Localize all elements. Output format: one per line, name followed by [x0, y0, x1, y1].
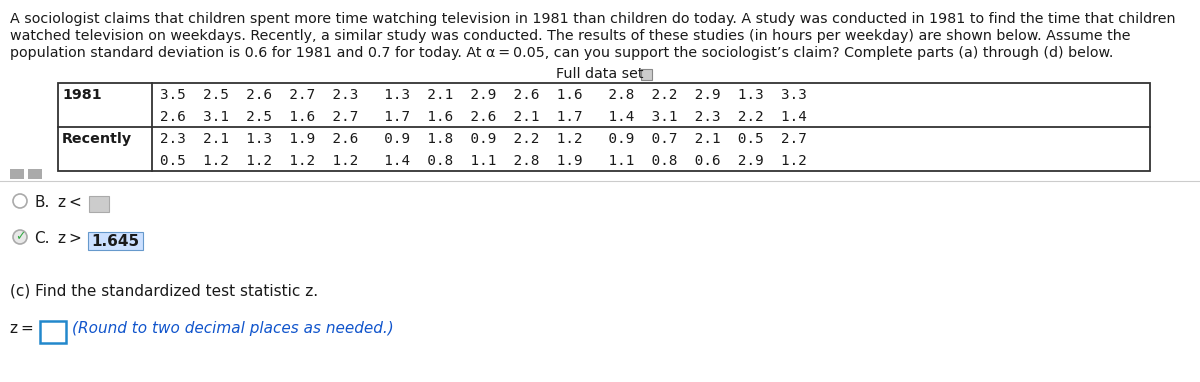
Text: Recently: Recently: [62, 132, 132, 146]
Bar: [89, 196, 109, 212]
Text: 3.5  2.5  2.6  2.7  2.3   1.3  2.1  2.9  2.6  1.6   2.8  2.2  2.9  1.3  3.3: 3.5 2.5 2.6 2.7 2.3 1.3 2.1 2.9 2.6 1.6 …: [160, 88, 806, 102]
Text: 0.5  1.2  1.2  1.2  1.2   1.4  0.8  1.1  2.8  1.9   1.1  0.8  0.6  2.9  1.2: 0.5 1.2 1.2 1.2 1.2 1.4 0.8 1.1 2.8 1.9 …: [160, 154, 806, 168]
Bar: [10, 169, 24, 179]
Text: 2.6  3.1  2.5  1.6  2.7   1.7  1.6  2.6  2.1  1.7   1.4  3.1  2.3  2.2  1.4: 2.6 3.1 2.5 1.6 2.7 1.7 1.6 2.6 2.1 1.7 …: [160, 110, 806, 124]
Bar: [40, 321, 66, 343]
Circle shape: [13, 230, 28, 244]
Text: C.: C.: [34, 231, 49, 246]
Text: z >: z >: [58, 231, 82, 246]
Text: 1981: 1981: [62, 88, 102, 102]
Text: A sociologist claims that children spent more time watching television in 1981 t: A sociologist claims that children spent…: [10, 12, 1176, 26]
Text: 1.645: 1.645: [91, 234, 139, 249]
Text: 2.3  2.1  1.3  1.9  2.6   0.9  1.8  0.9  2.2  1.2   0.9  0.7  2.1  0.5  2.7: 2.3 2.1 1.3 1.9 2.6 0.9 1.8 0.9 2.2 1.2 …: [160, 132, 806, 146]
Text: ✓: ✓: [14, 230, 25, 243]
Bar: [28, 169, 42, 179]
Text: watched television on weekdays. Recently, a similar study was conducted. The res: watched television on weekdays. Recently…: [10, 29, 1130, 43]
Text: z =: z =: [10, 321, 34, 336]
Text: z <: z <: [58, 195, 82, 210]
Bar: [58, 83, 1150, 171]
Text: Full data set: Full data set: [557, 67, 643, 81]
Text: (c) Find the standardized test statistic z.: (c) Find the standardized test statistic…: [10, 283, 318, 298]
Text: population standard deviation is 0.6 for 1981 and 0.7 for today. At α = 0.05, ca: population standard deviation is 0.6 for…: [10, 46, 1114, 60]
Text: B.: B.: [34, 195, 49, 210]
Text: (Round to two decimal places as needed.): (Round to two decimal places as needed.): [72, 321, 394, 336]
Bar: [88, 232, 143, 250]
Bar: [641, 69, 652, 80]
